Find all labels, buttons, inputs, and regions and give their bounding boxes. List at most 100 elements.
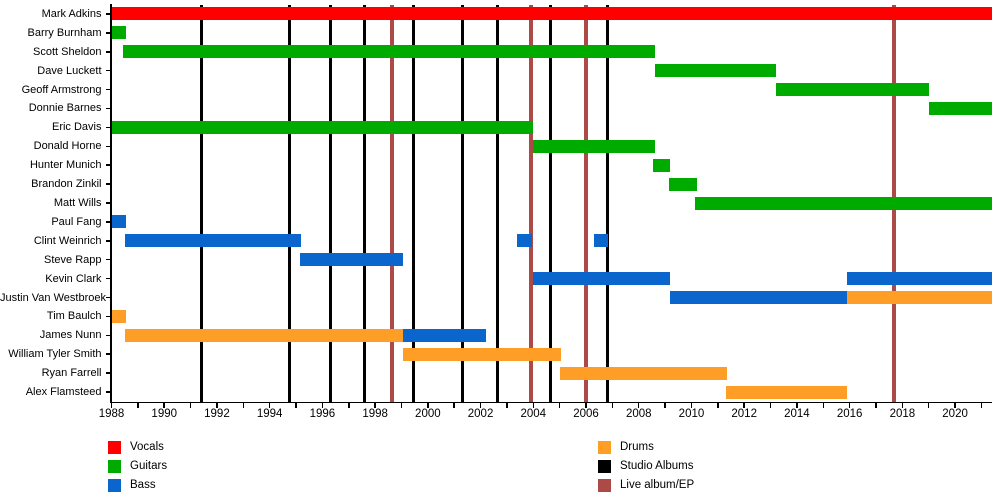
x-tick <box>348 403 350 408</box>
studio-album-line <box>496 4 500 402</box>
x-tick <box>268 403 271 408</box>
timeline-bar-drums <box>402 347 561 361</box>
timeline-bar-guitars <box>533 139 655 153</box>
member-row-label: Brandon Zinkil <box>31 178 102 191</box>
x-tick <box>664 403 666 408</box>
y-tick <box>105 164 110 166</box>
member-row-label: Ryan Farrell <box>41 367 102 380</box>
legend-label-live_album_ep: Live album/EP <box>620 479 695 491</box>
studio-album-line <box>328 4 332 402</box>
x-tick <box>242 403 245 408</box>
legend-label-drums: Drums <box>620 441 654 453</box>
timeline-bar-guitars <box>653 158 671 172</box>
y-tick <box>105 13 110 15</box>
x-tick <box>453 403 455 408</box>
y-tick <box>105 353 110 355</box>
x-tick <box>927 403 930 408</box>
x-tick <box>427 403 429 408</box>
y-axis-spine <box>110 3 112 402</box>
y-tick <box>105 32 110 34</box>
member-row-label: Geoff Armstrong <box>21 83 102 96</box>
x-tick-label: 2018 <box>889 407 916 420</box>
x-tick-label: 1990 <box>151 407 178 420</box>
timeline-bar-bass <box>517 234 532 248</box>
x-tick <box>822 403 825 408</box>
x-axis-spine <box>110 401 992 403</box>
member-row-label: Scott Sheldon <box>33 45 102 58</box>
x-tick <box>163 403 165 408</box>
timeline-bar-guitars <box>654 64 776 78</box>
x-tick <box>690 403 693 408</box>
member-row-label: Paul Fang <box>51 215 102 228</box>
timeline-bar-guitars <box>695 196 992 210</box>
legend-label-vocals: Vocals <box>130 441 164 453</box>
y-tick <box>105 391 110 393</box>
x-tick <box>532 403 535 408</box>
timeline-bar-guitars <box>669 177 697 191</box>
y-tick <box>105 372 110 374</box>
y-tick <box>105 277 110 280</box>
legend-label-studio_albums: Studio Albums <box>620 460 694 472</box>
x-tick-label: 2000 <box>415 407 441 420</box>
timeline-bar-bass <box>593 234 609 248</box>
studio-album-line <box>363 4 367 402</box>
legend-swatch-live_album_ep <box>598 479 611 492</box>
x-tick <box>980 403 983 408</box>
x-tick <box>769 403 772 408</box>
y-tick <box>105 145 110 148</box>
studio-album-line <box>548 4 552 402</box>
y-tick <box>105 126 110 129</box>
x-tick <box>374 403 376 408</box>
studio-album-line <box>411 4 415 402</box>
timeline-bar-bass <box>111 215 126 229</box>
x-tick-label: 1992 <box>204 407 230 420</box>
member-row-label: James Nunn <box>39 329 102 342</box>
x-tick <box>558 403 561 408</box>
member-row-label: Hunter Munich <box>29 159 102 172</box>
timeline-bar-guitars <box>111 26 126 40</box>
timeline-bar-guitars <box>111 120 534 134</box>
x-tick <box>137 403 139 408</box>
x-tick-label: 2006 <box>573 407 599 420</box>
timeline-bar-drums <box>111 309 126 323</box>
legend-swatch-studio_albums <box>598 460 611 473</box>
y-tick <box>105 315 110 318</box>
studio-album-line <box>460 4 464 402</box>
member-row-label: Tim Baulch <box>46 310 102 323</box>
x-tick <box>796 403 798 408</box>
legend-swatch-drums <box>598 441 611 454</box>
x-tick <box>848 403 851 408</box>
legend-swatch-guitars <box>108 460 121 473</box>
member-row-label: Justin Van Westbroek <box>0 291 106 304</box>
x-tick <box>875 403 877 408</box>
x-tick-label: 2014 <box>784 407 810 420</box>
member-row-label: Steve Rapp <box>44 253 102 266</box>
timeline-bar-vocals <box>111 7 992 21</box>
y-tick <box>105 334 110 337</box>
timeline-bar-bass <box>124 234 302 248</box>
member-row-label: William Tyler Smith <box>8 348 102 361</box>
live-album-ep-line <box>584 4 589 402</box>
y-tick <box>105 202 110 204</box>
member-row-label: Kevin Clark <box>45 272 102 285</box>
member-row-label: Matt Wills <box>53 197 102 209</box>
x-tick-label: 1996 <box>309 407 336 420</box>
x-tick-label: 2016 <box>836 407 863 420</box>
studio-album-line <box>287 4 291 402</box>
member-row-label: Alex Flamsteed <box>25 386 102 399</box>
timeline-bar-drums <box>847 291 992 305</box>
x-tick-label: 2012 <box>731 407 757 420</box>
timeline-bar-bass <box>402 328 486 342</box>
legend-swatch-vocals <box>108 441 121 454</box>
timeline-bar-guitars <box>928 101 992 115</box>
timeline-bar-drums <box>559 366 728 380</box>
timeline-bar-bass <box>670 291 847 305</box>
x-tick <box>637 403 640 408</box>
x-tick-label: 1994 <box>256 407 283 420</box>
timeline-bar-guitars <box>775 83 929 97</box>
y-tick <box>105 258 110 261</box>
y-tick <box>105 240 110 242</box>
y-tick <box>105 51 110 53</box>
member-row-label: Donald Horne <box>33 140 102 153</box>
x-tick-label: 1988 <box>98 407 125 420</box>
